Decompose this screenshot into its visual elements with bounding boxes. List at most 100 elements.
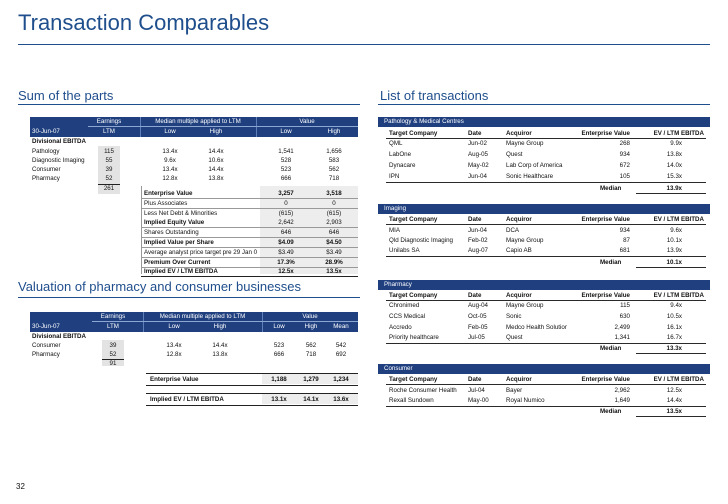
tx-ev: 672 <box>619 162 630 169</box>
tx-mult: 12.5x <box>666 387 682 394</box>
tx-median-label: Median <box>600 345 622 352</box>
sum-row-vhigh: 583 <box>328 157 340 164</box>
val-row-mean: 692 <box>335 351 347 358</box>
val-h-vlow: Low <box>273 323 285 330</box>
sum-row-name: Pharmacy <box>32 175 60 182</box>
tx-mult: 10.5x <box>666 313 682 320</box>
tx-ev: 681 <box>619 247 630 254</box>
tx-date: Feb-02 <box>468 237 488 244</box>
tx-ev: 105 <box>619 173 630 180</box>
tx-date: May-00 <box>468 397 489 404</box>
sum-row-low: 9.6x <box>164 157 176 164</box>
tx-acquirer: Sonic Healthcare <box>506 173 554 180</box>
val-row-high: 13.8x <box>212 351 228 358</box>
sum-h-multiple: Median multiple applied to LTM <box>155 118 241 125</box>
tx-mult: 14.0x <box>666 162 682 169</box>
tx-mult: 13.8x <box>666 151 682 158</box>
val-row-vlow: 523 <box>273 342 285 349</box>
tx-target: Chronimed <box>389 302 420 309</box>
tx-target: CCS Medical <box>389 313 426 320</box>
tx-ev: 2,962 <box>614 387 630 394</box>
tx-ev: 934 <box>619 151 630 158</box>
tx-acquirer: Mayne Group <box>506 302 544 309</box>
tx-group-name: Pharmacy <box>384 281 412 288</box>
bridge-low: 646 <box>280 229 292 236</box>
bridge-high: 0 <box>332 200 336 207</box>
bridge-label: Average analyst price target pre 29 Jan … <box>144 249 258 256</box>
tx-median-value: 13.5x <box>666 408 682 415</box>
sum-table-header <box>30 117 358 137</box>
val-h-low: Low <box>168 323 180 330</box>
val-ev-mean: 1,234 <box>333 376 349 383</box>
tx-group-header: Imaging <box>378 204 710 214</box>
val-row-mean: 542 <box>335 342 347 349</box>
val-ev-low: 1,188 <box>271 376 287 383</box>
val-ev-high: 1,279 <box>303 376 319 383</box>
bridge-low: $4.09 <box>278 239 294 246</box>
val-row-high: 14.4x <box>212 342 228 349</box>
bridge-label: Enterprise Value <box>144 190 193 197</box>
sum-row-name: Consumer <box>32 166 61 173</box>
transactions-title: List of transactions <box>380 88 489 103</box>
bridge-high: (615) <box>326 210 342 217</box>
tx-ev: 2,499 <box>614 324 630 331</box>
tx-col-acquirer: Acquiror <box>506 376 532 383</box>
tx-group-name: Pathology & Medical Centres <box>384 118 464 125</box>
tx-acquirer: Quest <box>506 151 523 158</box>
val-mult-mean: 13.6x <box>333 396 349 403</box>
sum-h-ltm: LTM <box>103 128 115 135</box>
sum-divisional-label: Divisional EBITDA <box>32 138 86 145</box>
val-row-vhigh: 718 <box>305 351 317 358</box>
bridge-label: Shares Outstanding <box>144 229 199 236</box>
val-ev-label: Enterprise Value <box>150 376 199 383</box>
tx-date: Oct-05 <box>468 313 487 320</box>
sum-row-vhigh: 562 <box>328 166 340 173</box>
tx-mult: 9.6x <box>670 227 682 234</box>
tx-date: Jul-05 <box>468 334 485 341</box>
tx-group-name: Imaging <box>384 205 407 212</box>
sum-row-high: 10.6x <box>208 157 224 164</box>
sum-of-parts-title: Sum of the parts <box>18 88 114 103</box>
tx-median-label: Median <box>600 408 622 415</box>
tx-col-ev: Enterprise Value <box>581 130 631 137</box>
tx-date: Jun-04 <box>468 227 487 234</box>
tx-target: Qld Diagnostic Imaging <box>389 237 453 244</box>
val-mult-label: Implied EV / LTM EBITDA <box>150 396 224 403</box>
tx-date: Aug-05 <box>468 151 488 158</box>
tx-date: May-02 <box>468 162 489 169</box>
tx-group-header: Pharmacy <box>378 280 710 290</box>
tx-mult: 16.7x <box>666 334 682 341</box>
bridge-label: Plus Associates <box>144 200 188 207</box>
tx-ev: 115 <box>620 302 630 309</box>
bridge-low: 0 <box>284 200 288 207</box>
tx-target: QML <box>389 140 403 147</box>
bridge-low: (615) <box>278 210 294 217</box>
tx-date: Jun-04 <box>468 173 487 180</box>
tx-col-date: Date <box>468 376 482 383</box>
tx-mult: 9.4x <box>670 302 682 309</box>
tx-target: LabOne <box>389 151 412 158</box>
tx-acquirer: Capio AB <box>506 247 532 254</box>
sum-row-high: 14.4x <box>208 148 224 155</box>
val-divisional-label: Divisional EBITDA <box>32 333 86 340</box>
sum-row-ebitda: 39 <box>105 166 113 173</box>
val-h-earnings: Earnings <box>100 313 126 320</box>
tx-ev: 1,649 <box>614 397 630 404</box>
sum-divider <box>18 104 360 105</box>
tx-mult: 14.4x <box>666 397 682 404</box>
bridge-low: 3,257 <box>278 190 294 197</box>
valuation-divider <box>18 297 360 298</box>
tx-ev: 630 <box>619 313 630 320</box>
val-mult-high: 14.1x <box>303 396 319 403</box>
tx-col-target: Target Company <box>389 292 438 299</box>
sum-h-earnings: Earnings <box>96 118 122 125</box>
sum-row-low: 12.8x <box>162 175 178 182</box>
val-row-vhigh: 562 <box>305 342 317 349</box>
val-row-low: 12.8x <box>166 351 182 358</box>
val-h-vhigh: High <box>304 323 318 330</box>
tx-col-ev: Enterprise Value <box>581 216 631 223</box>
sum-h-date: 30-Jun-07 <box>32 128 60 135</box>
tx-target: Accredo <box>389 324 412 331</box>
tx-median-value: 13.3x <box>666 345 682 352</box>
tx-group-header: Consumer <box>378 364 710 374</box>
